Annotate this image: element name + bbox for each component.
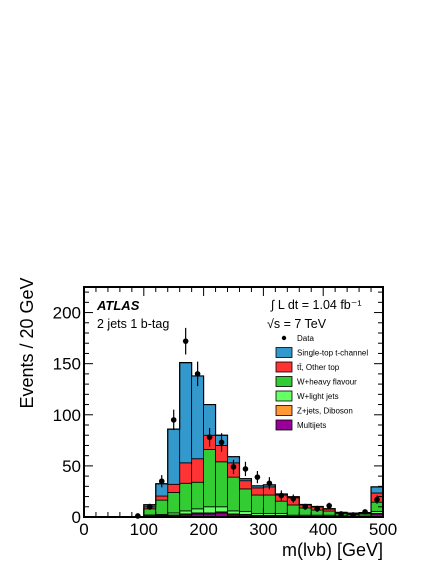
y-tick-label: 200 bbox=[53, 304, 81, 323]
luminosity-label: ∫ L dt = 1.04 fb⁻¹ bbox=[270, 298, 362, 312]
bar-w-light-jets-8 bbox=[179, 510, 193, 515]
data-point-14 bbox=[302, 503, 309, 510]
legend-swatch bbox=[275, 361, 293, 373]
data-point-1 bbox=[146, 503, 153, 510]
bar-w-heavy-flavour-10 bbox=[203, 449, 216, 508]
legend: Data Single-top t-channel tt̄, Other top W+… bbox=[275, 334, 368, 431]
legend-swatch bbox=[275, 376, 293, 387]
y-tick-label: 0 bbox=[72, 508, 81, 527]
bar-w-heavy-flavour-13 bbox=[239, 488, 252, 512]
data-point-9 bbox=[242, 466, 249, 472]
legend-label: W+light jets bbox=[297, 392, 339, 401]
data-point-19 bbox=[362, 509, 368, 515]
bar-tt-other-top-8 bbox=[179, 462, 193, 484]
data-point-10 bbox=[254, 474, 261, 480]
plot-frame bbox=[83, 286, 384, 518]
bar-w-heavy-flavour-17 bbox=[286, 504, 300, 516]
energy-label: √s = 7 TeV bbox=[267, 317, 327, 331]
bar-single-top-t-channel-24 bbox=[370, 486, 384, 494]
bar-tt-other-top-7 bbox=[167, 483, 181, 493]
bar-tt-other-top-6 bbox=[155, 495, 169, 501]
x-tick-label: 100 bbox=[130, 520, 158, 539]
legend-label: Single-top t-channel bbox=[297, 349, 368, 358]
bar-w-heavy-flavour-8 bbox=[179, 482, 193, 512]
bar-w-light-jets-11 bbox=[215, 506, 228, 513]
bar-single-top-t-channel-9 bbox=[191, 375, 204, 460]
legend-label: tt̄, Other top bbox=[297, 363, 340, 372]
selection-label: 2 jets 1 b-tag bbox=[97, 317, 169, 331]
bar-w-heavy-flavour-7 bbox=[167, 492, 181, 514]
x-tick-label: 0 bbox=[79, 520, 88, 539]
legend-swatch bbox=[275, 347, 293, 358]
x-tick-label: 300 bbox=[249, 520, 277, 539]
legend-label: Z+jets, Diboson bbox=[297, 407, 353, 416]
data-point-12 bbox=[278, 492, 285, 499]
bar-w-light-jets-13 bbox=[239, 510, 252, 515]
bar-w-heavy-flavour-14 bbox=[251, 494, 264, 514]
bar-tt-other-top-13 bbox=[239, 480, 252, 490]
bar-tt-other-top-9 bbox=[191, 458, 204, 483]
bar-tt-other-top-14 bbox=[251, 487, 264, 496]
legend-swatch bbox=[275, 405, 293, 416]
data-point-13 bbox=[290, 495, 297, 502]
bar-w-light-jets-10 bbox=[203, 506, 216, 514]
y-tick-label: 50 bbox=[62, 457, 81, 476]
data-point-5 bbox=[194, 371, 201, 377]
bar-single-top-t-channel-8 bbox=[179, 362, 193, 464]
stack-outline bbox=[84, 362, 383, 518]
bar-w-light-jets-12 bbox=[227, 510, 240, 515]
x-tick-label: 200 bbox=[189, 520, 217, 539]
legend-marker-data bbox=[281, 335, 287, 341]
legend-label: W+heavy flavour bbox=[297, 378, 357, 387]
x-tick-label: 400 bbox=[309, 520, 337, 539]
data-point-3 bbox=[170, 417, 177, 423]
data-point-16 bbox=[326, 502, 332, 509]
tick-labels: 0 100 200 300 400 500 0 50 100 150 200 bbox=[53, 304, 398, 539]
y-tick-label: 100 bbox=[53, 406, 81, 425]
data-point-4 bbox=[182, 338, 189, 344]
data-point-20 bbox=[374, 496, 380, 503]
experiment-label: ATLAS bbox=[96, 298, 140, 313]
bar-w-light-jets-9 bbox=[191, 508, 204, 514]
axis-ticks bbox=[83, 287, 384, 518]
data-point-2 bbox=[158, 478, 165, 485]
legend-label: Data bbox=[297, 334, 314, 343]
bar-w-heavy-flavour-9 bbox=[191, 481, 204, 510]
bar-w-heavy-flavour-11 bbox=[215, 461, 228, 508]
data-point-8 bbox=[230, 464, 237, 470]
bar-w-heavy-flavour-6 bbox=[155, 499, 169, 515]
data-point-17 bbox=[338, 511, 344, 517]
bar-w-heavy-flavour-20 bbox=[322, 510, 336, 516]
y-tick-label: 150 bbox=[53, 355, 81, 374]
bar-single-top-t-channel-7 bbox=[167, 428, 181, 485]
y-axis-title: Events / 20 GeV bbox=[17, 277, 37, 408]
legend-label: Multijets bbox=[297, 421, 326, 430]
data-point-11 bbox=[266, 480, 273, 487]
x-tick-label: 500 bbox=[369, 520, 397, 539]
bar-w-heavy-flavour-16 bbox=[274, 500, 288, 514]
data-point-7 bbox=[218, 439, 225, 446]
x-axis-title: m(lνb) [GeV] bbox=[282, 540, 383, 560]
legend-swatch bbox=[275, 390, 293, 402]
legend-swatch bbox=[275, 419, 293, 431]
data-point-6 bbox=[206, 434, 213, 441]
bar-w-heavy-flavour-15 bbox=[262, 494, 276, 514]
stack-envelope bbox=[84, 362, 383, 518]
bar-w-heavy-flavour-12 bbox=[227, 476, 240, 512]
data-point-15 bbox=[314, 506, 321, 512]
